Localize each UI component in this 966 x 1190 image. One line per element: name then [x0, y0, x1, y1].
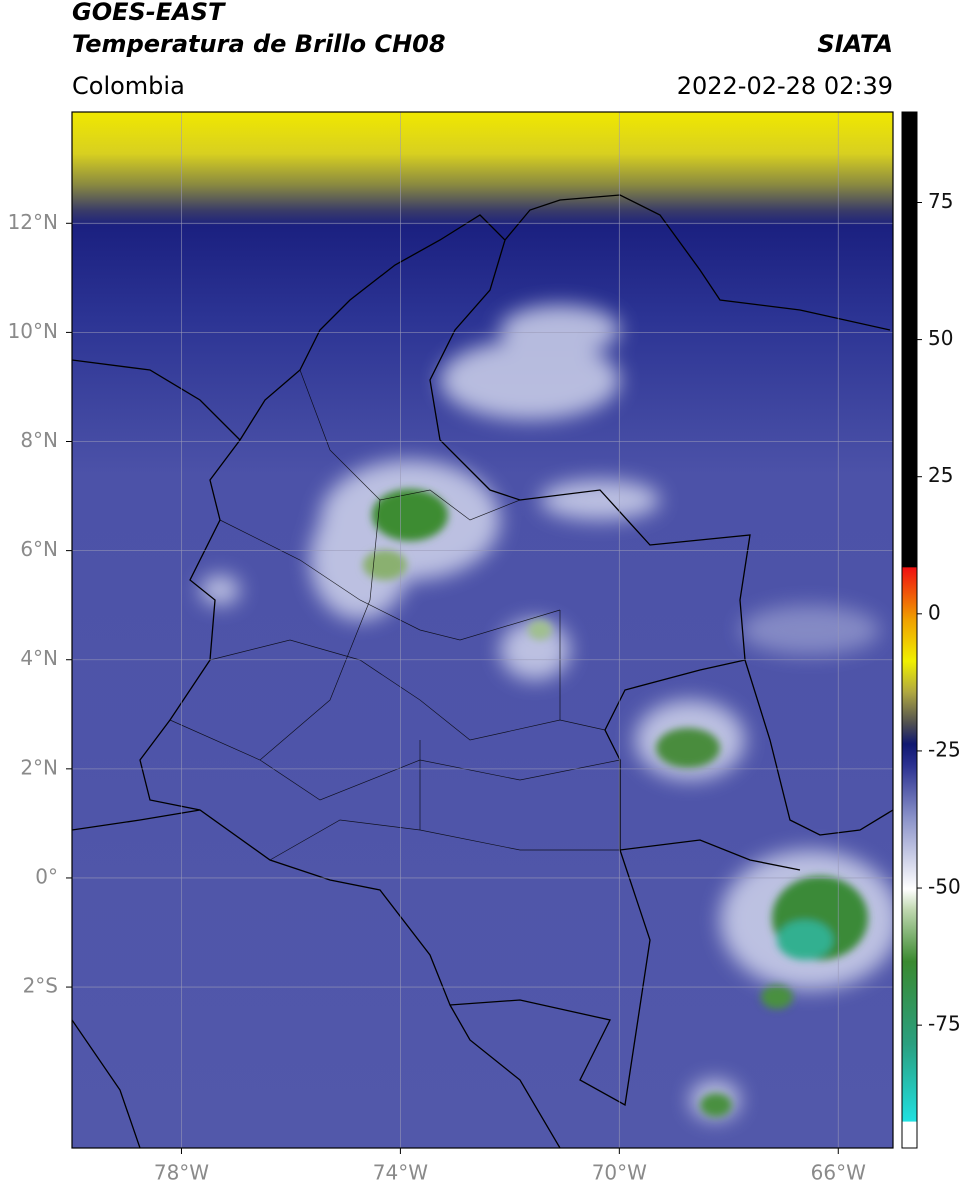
- y-tick-label: 12°N: [8, 210, 58, 234]
- colorbar-tick-label: -50: [928, 875, 961, 899]
- colorbar-tick-label: -75: [928, 1012, 961, 1036]
- x-tick-label: 78°W: [154, 1161, 209, 1185]
- colorbar-tick-label: 75: [928, 189, 953, 213]
- timestamp: 2022-02-28 02:39: [677, 72, 893, 100]
- x-tick-label: 66°W: [811, 1161, 866, 1185]
- y-tick-label: 2°N: [20, 755, 58, 779]
- y-tick-label: 4°N: [20, 646, 58, 670]
- y-tick-label: 8°N: [20, 428, 58, 452]
- colorbar-tick-label: -25: [928, 737, 961, 761]
- y-tick-label: 2°S: [23, 974, 58, 998]
- colorbar: [901, 111, 918, 1149]
- colorbar-tick-label: 25: [928, 463, 953, 487]
- title: GOES-EAST: [72, 0, 226, 26]
- subtitle: Temperatura de Brillo CH08: [72, 30, 446, 58]
- source: SIATA: [817, 30, 893, 58]
- x-tick-label: 70°W: [592, 1161, 647, 1185]
- y-tick-label: 6°N: [20, 537, 58, 561]
- colorbar-tick-label: 50: [928, 326, 953, 350]
- region: Colombia: [72, 72, 185, 100]
- x-tick-label: 74°W: [373, 1161, 428, 1185]
- grid: [72, 112, 893, 1148]
- y-tick-label: 10°N: [8, 319, 58, 343]
- colorbar-tick-label: 0: [928, 600, 941, 624]
- map-image: [72, 112, 893, 1148]
- y-tick-label: 0°: [35, 864, 58, 888]
- map-frame: [71, 111, 894, 1149]
